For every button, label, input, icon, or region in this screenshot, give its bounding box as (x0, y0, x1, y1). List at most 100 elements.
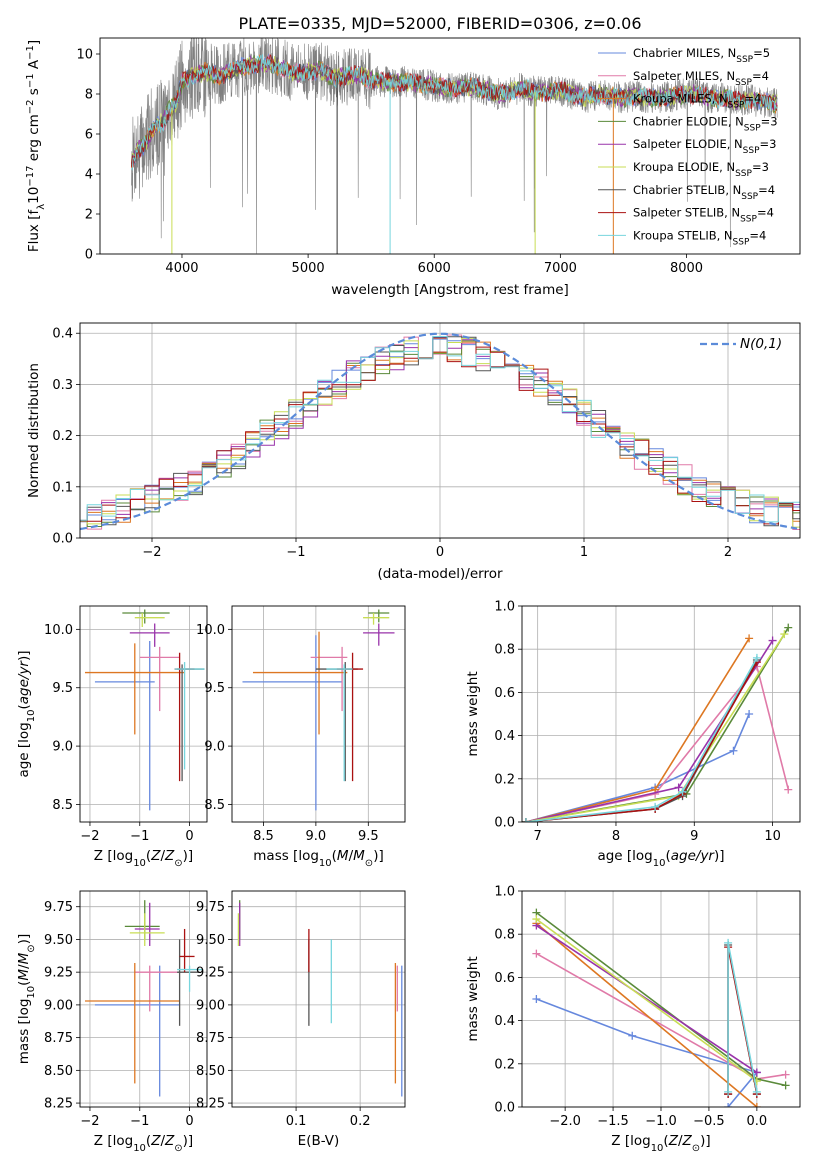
label-part: / (160, 1133, 165, 1149)
y-axis-label: age [log10(age/yr)] (16, 650, 37, 777)
weight-line-5 (535, 918, 758, 1082)
y-tick-label: 9.00 (44, 998, 73, 1013)
label-part: Salpeter STELIB, N (633, 206, 740, 220)
y-tick-label: 8.25 (44, 1097, 73, 1112)
label-part: Salpeter MILES, N (633, 69, 735, 83)
legend-label-4: Salpeter ELODIE, NSSP=3 (633, 137, 776, 156)
label-part: )] (700, 1133, 711, 1149)
weight-marker (745, 710, 754, 718)
weight-marker (724, 1103, 733, 1107)
label-part: Kroupa MILES, N (633, 92, 728, 106)
y-tick-label: 0.8 (494, 643, 515, 658)
y-tick-label: 8.25 (196, 1097, 225, 1112)
label-part: =4 (757, 206, 774, 220)
x-tick-label: 0 (185, 829, 193, 844)
label-part: =4 (749, 228, 766, 242)
axes-frame (79, 605, 208, 823)
label-part: 10 (653, 858, 666, 869)
weight-marker (752, 653, 761, 662)
plot-area (80, 332, 800, 531)
label-part: / (16, 964, 32, 969)
x-axis-label: Z [log10(Z/Z⊙)] (94, 848, 193, 869)
model-spectrum-2 (131, 54, 778, 169)
label-part: ( (663, 1133, 668, 1149)
weight-marker (532, 949, 541, 958)
y-tick-label: 9.5 (204, 681, 225, 696)
x-tick-label: −1 (130, 829, 149, 844)
y-tick-label: 8.5 (204, 798, 225, 813)
plot-area (84, 900, 203, 1097)
y-tick-label: 10.0 (196, 623, 225, 638)
y-tick-label: 9.25 (196, 966, 225, 981)
y-tick-label: 9.0 (204, 740, 225, 755)
label-part: =3 (761, 114, 778, 128)
label-part: 10 (319, 858, 332, 869)
label-part: M (353, 848, 365, 864)
label-part: 10 (26, 986, 37, 999)
weight-marker (724, 1087, 733, 1096)
axes-frame (79, 890, 208, 1108)
panel-mass-weight-vs-Z: −2.0 −1.5 −1.0 −0.5 0.0 0.0 0.2 0.4 0.6 0.8 1.0 Z [… (465, 885, 801, 1154)
legend-label-5: Kroupa ELODIE, NSSP=3 (633, 160, 769, 179)
x-axis-label: mass [log10(M/M⊙)] (253, 848, 383, 869)
label-part: SSP (744, 123, 761, 133)
label-part: Z (682, 1133, 693, 1149)
label-part: ( (16, 704, 32, 709)
y-axis-label: Flux [fλ10−17 erg cm−2 s−1 A−1] (25, 40, 47, 252)
label-part: ⊙ (692, 1143, 700, 1154)
label-part: M (16, 952, 32, 964)
label-part: SSP (728, 101, 745, 111)
label-part: ( (16, 981, 32, 986)
label-part: 10 (651, 1143, 664, 1154)
label-part: SSP (735, 78, 752, 88)
plot-area (522, 623, 793, 822)
residual-histogram-6 (80, 336, 800, 527)
x-tick-label: −1 (130, 1114, 149, 1129)
x-tick-label: −2 (80, 829, 99, 844)
plot-area (131, 38, 778, 254)
label-part: )] (183, 1133, 194, 1149)
weight-marker (784, 623, 793, 632)
y-tick-label: 0.6 (494, 686, 515, 701)
x-tick-label: 8000 (670, 261, 703, 276)
label-part: 10 (26, 187, 42, 204)
axes-frame (231, 605, 406, 823)
y-tick-label: 0.2 (52, 429, 73, 444)
label-part: =3 (760, 137, 777, 151)
x-axis-label: wavelength [Angstrom, rest frame] (331, 282, 569, 298)
x-tick-label: 0.2 (350, 1114, 371, 1129)
label-part: ⊙ (365, 858, 373, 869)
x-tick-label: −1.0 (645, 1114, 677, 1129)
x-tick-label: −1 (286, 545, 305, 560)
x-axis-label: E(B-V) (298, 1133, 340, 1149)
label-part: Chabrier STELIB, N (633, 183, 741, 197)
x-axis-label: Z [log10(Z/Z⊙)] (94, 1133, 193, 1154)
weight-line-4 (525, 640, 774, 822)
x-tick-label: −0.5 (693, 1114, 725, 1129)
x-axis-label: age [log10(age/yr)] (597, 848, 724, 869)
x-tick-label: 8 (612, 829, 620, 844)
panel-residuals: −2 −1 0 1 2 0.0 0.1 0.2 0.3 0.4 (data-model)/error… (26, 322, 801, 582)
x-tick-label: 9 (690, 829, 698, 844)
weight-line-2 (535, 922, 758, 1107)
label-part: −2 (25, 99, 36, 114)
label-part: SSP (736, 55, 753, 65)
x-tick-label: 9.0 (306, 829, 327, 844)
label-part: ⊙ (26, 944, 37, 952)
label-part: Kroupa STELIB, N (633, 228, 733, 242)
y-tick-label: 0.3 (52, 378, 73, 393)
label-part: SSP (740, 215, 757, 225)
axes-frame (99, 37, 801, 255)
label-part: A (26, 59, 42, 73)
label-part: =3 (752, 160, 769, 174)
y-axis-label: mass weight (465, 671, 481, 756)
weight-marker (678, 787, 687, 796)
legend-label-8: Kroupa STELIB, NSSP=4 (633, 228, 766, 247)
x-tick-label: −2.0 (549, 1114, 581, 1129)
y-tick-label: 9.50 (44, 933, 73, 948)
label-part: )] (373, 848, 384, 864)
y-tick-label: 0.4 (494, 729, 515, 744)
label-part: M (16, 969, 32, 981)
label-part: λ (36, 204, 47, 210)
